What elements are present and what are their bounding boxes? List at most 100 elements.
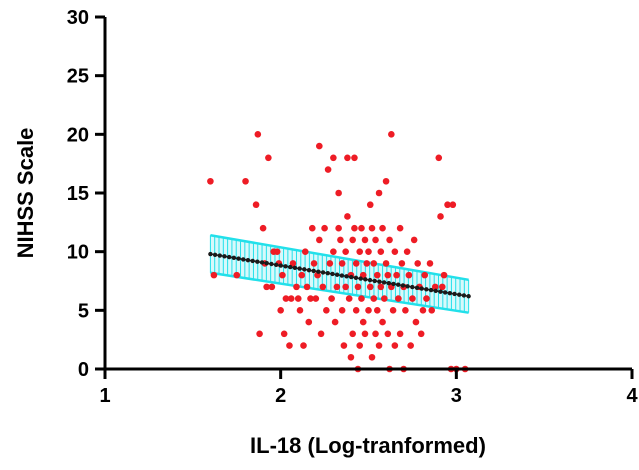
- data-point: [409, 295, 416, 302]
- fit-line-dot: [414, 285, 420, 291]
- fit-line-dot: [386, 280, 392, 286]
- data-point: [338, 307, 346, 314]
- data-point: [449, 201, 457, 209]
- data-point: [440, 271, 448, 279]
- y-tick-label: 0: [78, 359, 89, 381]
- fit-line-dot: [447, 290, 453, 296]
- data-point: [403, 248, 411, 255]
- data-point: [381, 295, 388, 302]
- fit-line-dot: [344, 274, 349, 279]
- y-tick-label: 10: [67, 242, 89, 264]
- data-point: [366, 283, 374, 291]
- y-tick-label: 25: [67, 66, 89, 88]
- fit-line-dot: [226, 254, 232, 260]
- data-point: [326, 260, 334, 267]
- data-point: [421, 271, 429, 279]
- fit-line-dot: [428, 287, 434, 293]
- fit-line-dot: [297, 266, 302, 271]
- data-point: [395, 295, 402, 302]
- data-point: [405, 271, 413, 279]
- data-point: [377, 248, 385, 255]
- fit-line-dot: [306, 267, 312, 273]
- fit-line-dot: [273, 262, 279, 267]
- y-tick-label: 20: [67, 124, 89, 146]
- data-point: [345, 295, 353, 302]
- fit-line-dot: [269, 261, 274, 267]
- data-point: [324, 166, 332, 173]
- data-point: [372, 236, 379, 244]
- fit-line-dot: [377, 279, 382, 284]
- data-point: [330, 154, 337, 162]
- data-point: [308, 224, 316, 232]
- data-point: [412, 318, 420, 326]
- fit-line-dot: [222, 254, 227, 259]
- data-point: [372, 330, 379, 338]
- data-point: [370, 295, 378, 302]
- data-point: [338, 260, 346, 267]
- data-point: [305, 318, 313, 326]
- fit-line-dot: [405, 284, 410, 289]
- data-point: [351, 224, 358, 232]
- fit-line-dot: [283, 264, 288, 269]
- data-point: [358, 224, 365, 232]
- data-point: [407, 342, 414, 349]
- data-point: [289, 260, 297, 267]
- fit-line-dot: [358, 276, 363, 281]
- data-point: [323, 307, 330, 314]
- data-point: [423, 295, 430, 302]
- data-point: [273, 248, 281, 255]
- data-point: [373, 271, 381, 279]
- y-tick-label: 15: [67, 183, 89, 205]
- fit-line-dot: [292, 265, 298, 271]
- y-tick-label: 5: [78, 300, 89, 322]
- data-point: [377, 283, 385, 291]
- data-point: [356, 248, 364, 255]
- data-point: [365, 307, 372, 314]
- data-point: [356, 342, 364, 349]
- data-point: [330, 248, 337, 255]
- data-point: [307, 295, 314, 302]
- fit-line-dot: [438, 289, 443, 294]
- data-point: [347, 353, 355, 361]
- fit-line-dot: [433, 288, 438, 294]
- data-point: [242, 177, 249, 185]
- ticks: 0 5 10 15 20 25 30 1 2 3 4: [67, 7, 639, 407]
- fit-line-dot: [245, 257, 251, 263]
- data-point: [344, 154, 351, 162]
- data-point: [414, 260, 421, 267]
- data-point: [351, 154, 358, 162]
- data-point: [437, 213, 444, 220]
- data-point: [282, 295, 290, 302]
- data-point: [359, 318, 367, 326]
- fit-line-dot: [419, 286, 424, 291]
- data-point: [438, 283, 446, 291]
- data-point: [419, 307, 427, 314]
- data-point: [312, 295, 320, 302]
- data-point: [368, 224, 376, 232]
- data-point: [382, 260, 390, 267]
- fit-line-dot: [442, 290, 448, 295]
- data-point: [388, 131, 395, 138]
- data-point: [373, 307, 381, 314]
- data-point: [207, 177, 214, 185]
- data-point: [352, 260, 360, 267]
- data-point: [391, 342, 399, 349]
- x-tick-label: 3: [451, 385, 462, 407]
- data-point: [310, 260, 318, 267]
- data-point: [333, 283, 341, 291]
- data-point: [317, 330, 325, 338]
- axes: [103, 17, 632, 371]
- data-point: [344, 213, 351, 220]
- data-point: [426, 260, 434, 267]
- fit-line-dot: [208, 251, 213, 257]
- data-point: [265, 154, 272, 162]
- fit-line-dot: [396, 282, 401, 287]
- fit-line-dot: [236, 256, 241, 261]
- x-tick-label: 1: [99, 385, 110, 407]
- data-points: [207, 131, 469, 373]
- data-point: [233, 271, 241, 279]
- data-point: [280, 330, 288, 338]
- data-point: [396, 330, 404, 338]
- data-point: [301, 248, 309, 255]
- fit-line-dot: [391, 281, 396, 287]
